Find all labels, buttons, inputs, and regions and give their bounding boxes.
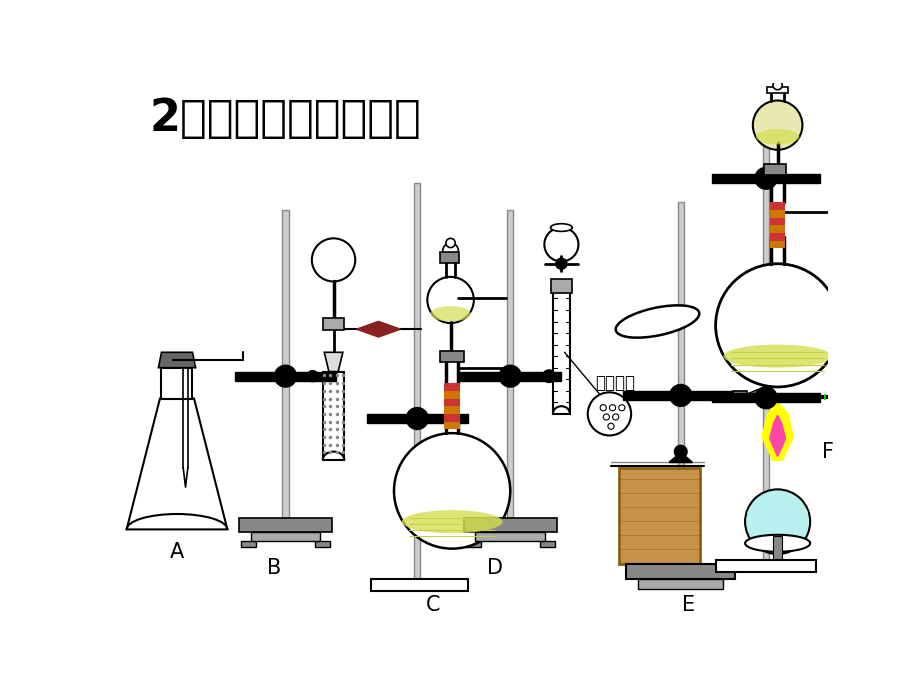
- Circle shape: [544, 228, 578, 262]
- Bar: [764, 164, 786, 175]
- Text: 多孔隔板: 多孔隔板: [595, 374, 635, 392]
- Text: 2、常用的发生装置图: 2、常用的发生装置图: [150, 97, 421, 139]
- Bar: [769, 210, 785, 217]
- Circle shape: [275, 366, 296, 387]
- Bar: [444, 422, 460, 429]
- Circle shape: [426, 277, 473, 323]
- Bar: [323, 371, 344, 460]
- Ellipse shape: [615, 306, 698, 337]
- Circle shape: [612, 414, 618, 420]
- Bar: [465, 541, 481, 547]
- Circle shape: [752, 101, 801, 150]
- Bar: [440, 351, 463, 362]
- Bar: [444, 391, 460, 399]
- Polygon shape: [127, 399, 227, 529]
- Bar: [239, 518, 332, 532]
- Ellipse shape: [746, 503, 807, 522]
- Polygon shape: [158, 353, 196, 368]
- Bar: [618, 468, 699, 564]
- Bar: [769, 225, 785, 233]
- Circle shape: [715, 264, 839, 387]
- Bar: [240, 541, 255, 547]
- Bar: [314, 541, 330, 547]
- Circle shape: [674, 446, 686, 457]
- Circle shape: [393, 433, 510, 549]
- Bar: [440, 253, 459, 263]
- Circle shape: [312, 238, 355, 282]
- Circle shape: [603, 414, 608, 420]
- Ellipse shape: [430, 306, 471, 322]
- Bar: [506, 210, 513, 529]
- Bar: [550, 279, 572, 293]
- Bar: [460, 371, 560, 381]
- Circle shape: [307, 371, 318, 382]
- Bar: [414, 183, 420, 583]
- Bar: [235, 371, 335, 381]
- Bar: [552, 290, 569, 414]
- Bar: [732, 391, 746, 400]
- Circle shape: [618, 404, 624, 411]
- Bar: [463, 518, 556, 532]
- Bar: [711, 174, 820, 183]
- Bar: [282, 210, 289, 529]
- Bar: [539, 541, 554, 547]
- Bar: [367, 414, 467, 423]
- Polygon shape: [761, 402, 792, 460]
- Bar: [323, 317, 344, 330]
- Bar: [762, 106, 768, 564]
- Text: B: B: [267, 558, 280, 578]
- Ellipse shape: [744, 535, 810, 552]
- Bar: [766, 87, 788, 93]
- Bar: [622, 391, 738, 400]
- Bar: [677, 202, 683, 572]
- Bar: [769, 217, 785, 225]
- Ellipse shape: [402, 510, 502, 533]
- Bar: [444, 399, 460, 406]
- Polygon shape: [769, 415, 785, 456]
- Polygon shape: [323, 353, 343, 371]
- Text: C: C: [425, 595, 439, 615]
- Circle shape: [772, 81, 781, 90]
- Circle shape: [607, 423, 614, 429]
- Polygon shape: [357, 322, 378, 337]
- Text: E: E: [681, 595, 695, 615]
- Circle shape: [442, 243, 458, 258]
- Bar: [769, 233, 785, 241]
- Bar: [638, 580, 722, 589]
- Circle shape: [608, 404, 615, 411]
- Bar: [444, 406, 460, 414]
- Bar: [769, 241, 785, 248]
- Circle shape: [669, 384, 691, 406]
- Circle shape: [542, 370, 554, 382]
- Ellipse shape: [550, 224, 572, 231]
- Bar: [475, 532, 545, 541]
- Circle shape: [744, 489, 810, 554]
- Polygon shape: [668, 453, 692, 462]
- Text: A: A: [170, 542, 184, 562]
- Circle shape: [406, 408, 427, 429]
- Circle shape: [446, 238, 455, 248]
- Circle shape: [499, 366, 520, 387]
- Bar: [162, 368, 192, 399]
- Circle shape: [555, 258, 566, 269]
- Bar: [444, 414, 460, 422]
- Ellipse shape: [722, 344, 831, 368]
- Bar: [444, 383, 460, 391]
- Polygon shape: [378, 322, 400, 337]
- Bar: [250, 532, 320, 541]
- Bar: [715, 560, 815, 572]
- Text: D: D: [486, 558, 502, 578]
- Bar: [370, 580, 467, 591]
- Circle shape: [587, 393, 630, 435]
- Circle shape: [599, 404, 606, 411]
- Circle shape: [754, 168, 776, 189]
- Polygon shape: [746, 389, 757, 399]
- Bar: [626, 564, 734, 580]
- Bar: [769, 202, 785, 210]
- Bar: [772, 535, 781, 559]
- Circle shape: [754, 387, 776, 408]
- Bar: [711, 393, 820, 402]
- Ellipse shape: [755, 129, 799, 144]
- Text: F: F: [821, 442, 834, 462]
